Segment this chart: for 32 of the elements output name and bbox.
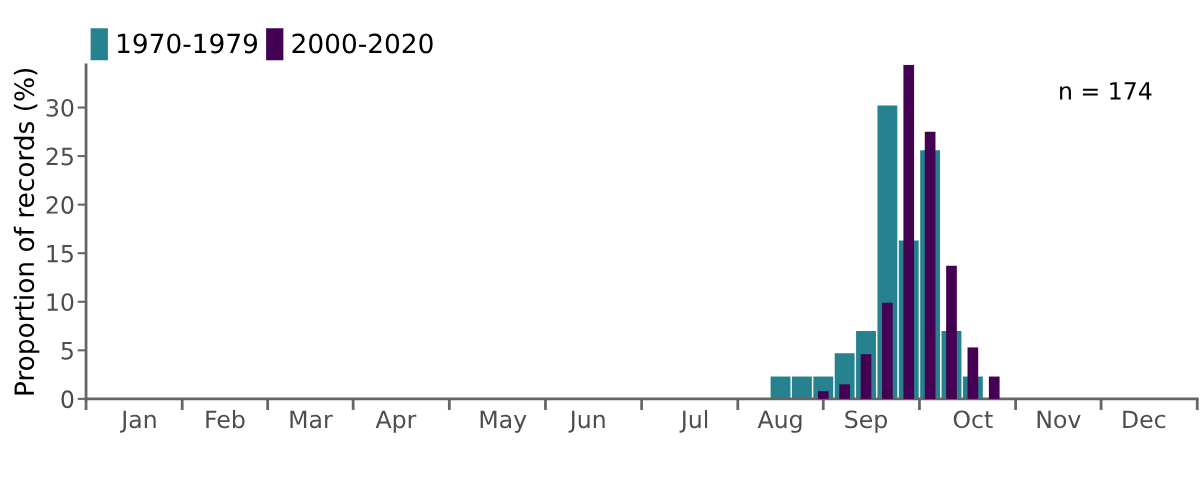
bar xyxy=(817,391,829,399)
bar xyxy=(967,347,979,399)
bar xyxy=(946,265,957,399)
x-tick-label: May xyxy=(480,410,527,433)
y-tick-label: 0 xyxy=(61,390,74,409)
bar xyxy=(903,64,915,399)
x-tick-label: Jan xyxy=(120,410,156,433)
bar xyxy=(882,302,893,399)
x-tick-label: Mar xyxy=(290,410,333,429)
y-tick-label: 20 xyxy=(46,196,74,214)
x-tick-label: Dec xyxy=(1123,410,1166,429)
legend-label: 1970-1979 xyxy=(117,33,258,54)
y-axis-title: Proportion of records (%) xyxy=(13,68,40,395)
bar xyxy=(860,354,872,399)
y-tick-label: 5 xyxy=(61,342,73,360)
y-tick-label: 30 xyxy=(46,98,74,117)
bar xyxy=(839,384,850,399)
x-tick-label: Sep xyxy=(845,410,887,433)
legend-label: 2000-2020 xyxy=(292,33,433,54)
annotation: n = 174 xyxy=(1060,82,1152,100)
y-tick-label: 15 xyxy=(47,244,73,263)
bar xyxy=(988,376,1000,399)
y-tick-label: 10 xyxy=(47,293,74,312)
x-tick-label: Nov xyxy=(1037,410,1081,429)
x-tick-label: Jun xyxy=(568,410,605,433)
x-tick-label: Aug xyxy=(757,410,802,433)
y-tick-label: 25 xyxy=(46,147,73,166)
x-tick-label: Jul xyxy=(679,409,708,433)
x-tick-label: Feb xyxy=(206,409,245,429)
bar xyxy=(924,131,936,399)
x-tick-label: Oct xyxy=(953,410,993,429)
x-tick-label: Apr xyxy=(375,410,417,433)
